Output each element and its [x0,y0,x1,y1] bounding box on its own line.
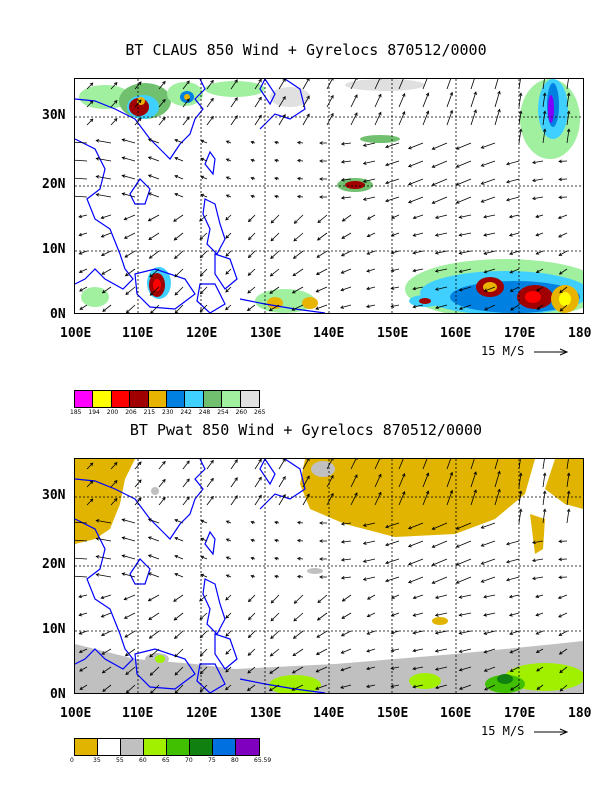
colorbar-tick-label: 65.59 [254,757,272,764]
lat-label: 20N [42,557,66,572]
lon-label: 130E [250,706,282,721]
colorbar-tick-label: 254 [217,409,229,416]
lon-label: 120E [186,706,218,721]
colorbar-tick-label: 200 [106,409,119,416]
map-svg [75,459,583,693]
colorbar-swatch [75,739,98,755]
panel-title: BT Pwat 850 Wind + Gyrelocs 870512/0000 [129,421,483,439]
colorbar-swatch [144,739,167,755]
lat-label: 10N [42,242,66,257]
lon-label: 110E [122,706,154,721]
lon-label: 170E [504,706,536,721]
colorbar-swatch [75,391,94,407]
colorbar-tick-label: 265 [254,409,266,416]
colorbar-tick-label: 80 [231,757,239,764]
arrow-right-icon [533,728,568,735]
colorbar-swatch [148,391,167,407]
colorbar-tick-label: 206 [125,409,137,416]
reference-vector: 15 M/S [481,724,572,738]
colorbar-tick-label: 60 [139,757,147,764]
colorbar-swatch [166,391,186,407]
reference-vector: 15 M/S [481,344,572,358]
lon-label: 150E [377,326,409,341]
map-svg [75,79,583,313]
grid [75,79,583,313]
colorbar-tick-label: 230 [162,409,174,416]
lat-label: 30N [42,488,66,503]
lat-label: 0N [50,307,66,322]
lon-label: 180 [568,706,592,721]
colorbar-tick-label: 194 [88,409,100,416]
map-frame [74,458,584,694]
lon-label: 140E [313,706,345,721]
colorbar-tick-label: 65 [162,757,170,764]
colorbar-swatch [185,391,204,407]
colorbar-swatch [98,739,121,755]
colorbar-swatch [190,739,213,755]
colorbar-swatch [240,391,259,407]
wind-vectors [75,459,571,693]
lon-label: 150E [377,706,409,721]
panel-title: BT CLAUS 850 Wind + Gyrelocs 870512/0000 [125,41,487,59]
colorbar-tick-label: 185 [70,409,82,416]
lon-label: 100E [60,326,92,341]
colorbar-tick-label: 242 [180,409,192,416]
colorbar [74,738,260,756]
cloud-shading [79,79,583,313]
colorbar-tick-label: 248 [198,409,211,416]
lat-label: 0N [50,687,66,702]
arrow-right-icon [533,348,568,355]
colorbar-swatch [130,391,149,407]
colorbar-swatch [213,739,236,755]
reference-vector-label: 15 M/S [481,724,525,738]
colorbar-tick-label: 0 [70,757,74,764]
lon-label: 180 [568,326,592,341]
lon-label: 110E [122,326,154,341]
colorbar-swatch [236,739,259,755]
colorbar-tick-label: 75 [208,757,216,764]
lon-label: 130E [250,326,282,341]
colorbar-swatch [203,391,223,407]
colorbar-tick-label: 260 [235,409,248,416]
lon-label: 170E [504,326,536,341]
colorbar-tick-label: 55 [116,757,124,764]
colorbar-tick-label: 35 [93,757,101,764]
wind-vectors [75,79,571,313]
colorbar-tick-label: 215 [143,409,156,416]
map-frame [74,78,584,314]
lon-label: 100E [60,706,92,721]
lon-label: 140E [313,326,345,341]
lon-label: 160E [440,706,472,721]
colorbar-swatch [167,739,190,755]
colorbar-swatch [121,739,144,755]
lon-label: 160E [440,326,472,341]
colorbar-swatch [222,391,241,407]
colorbar-swatch [111,391,131,407]
lat-label: 30N [42,108,66,123]
reference-vector-label: 15 M/S [481,344,525,358]
colorbar-swatch [93,391,112,407]
grid [75,459,583,693]
colorbar-tick-label: 70 [185,757,193,764]
lat-label: 10N [42,622,66,637]
lon-label: 120E [186,326,218,341]
coastline [75,79,326,313]
colorbar [74,390,260,408]
lat-label: 20N [42,177,66,192]
